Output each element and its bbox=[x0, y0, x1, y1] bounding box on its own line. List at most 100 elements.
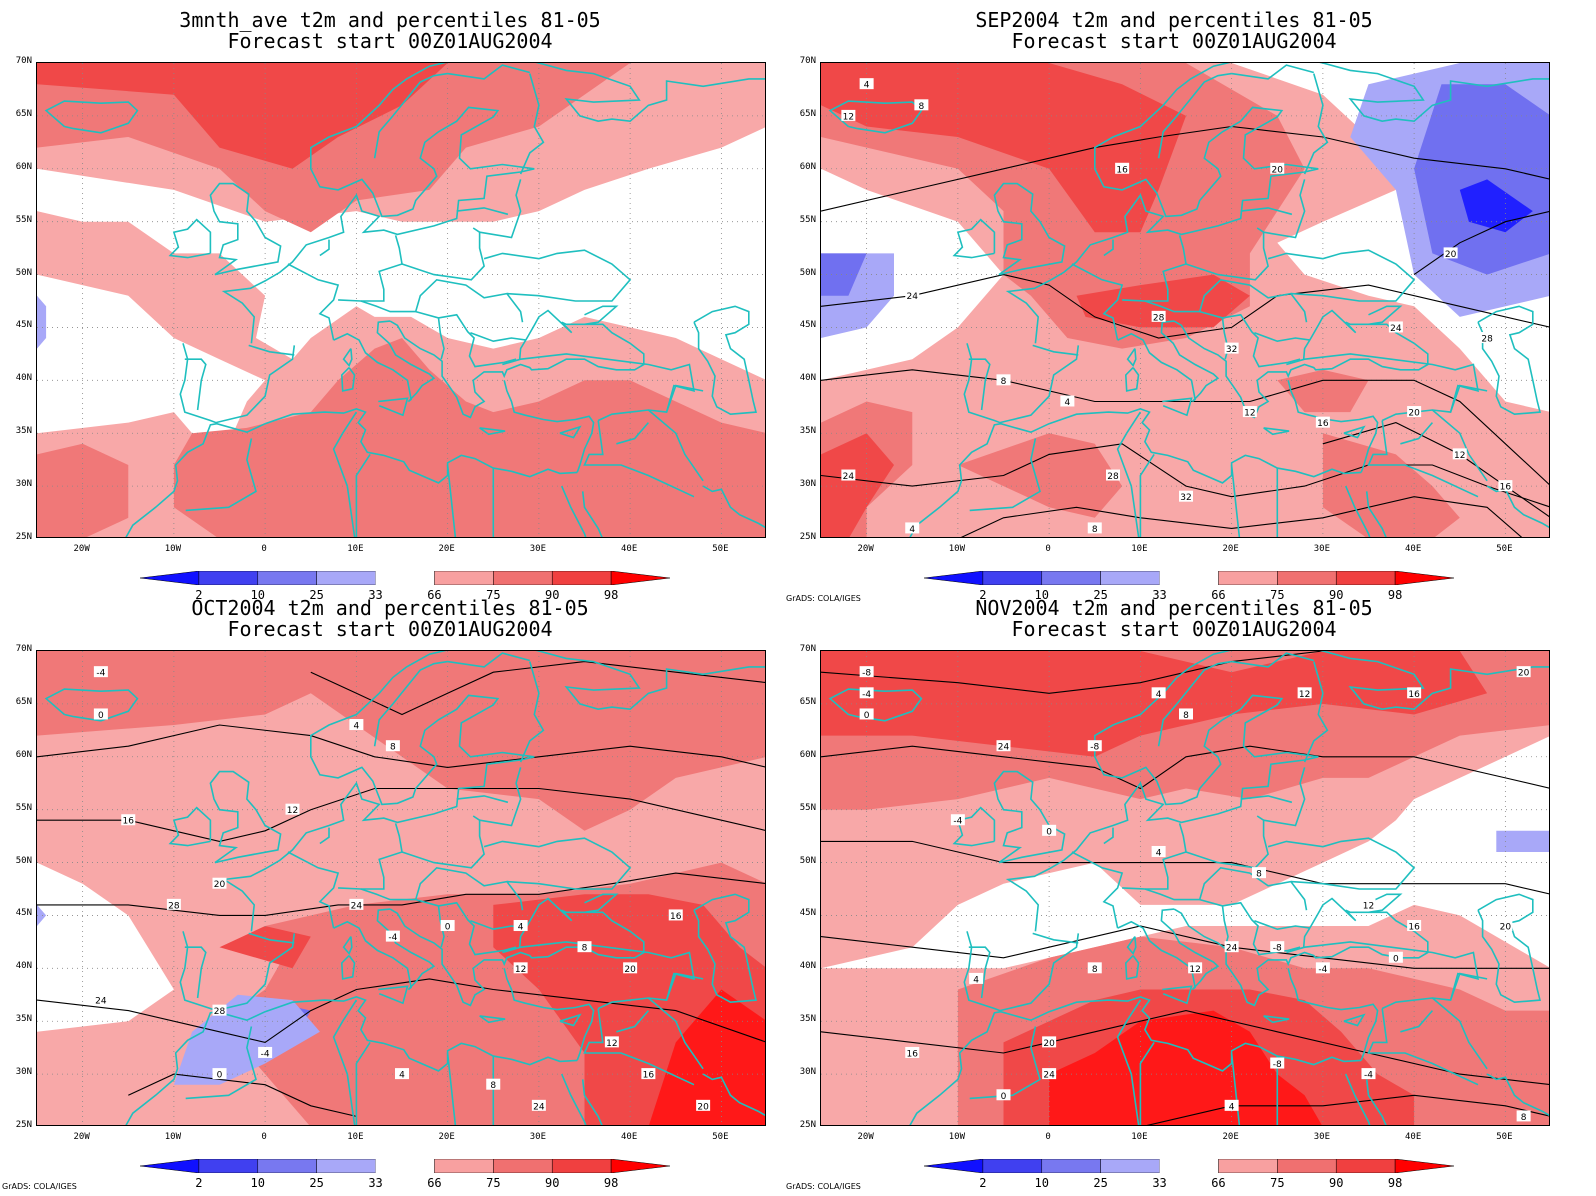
contour-label: 16 bbox=[123, 817, 135, 827]
latitude-label: 40N bbox=[15, 373, 32, 384]
colorbar-swatch bbox=[610, 570, 671, 586]
coastline bbox=[1400, 1010, 1434, 1033]
colorbar-swatch bbox=[610, 1158, 671, 1174]
contour-label: 8 bbox=[919, 102, 925, 112]
coastline bbox=[479, 767, 522, 827]
temperature-contour bbox=[1413, 211, 1549, 276]
temperature-contour bbox=[37, 872, 765, 916]
coastline bbox=[184, 946, 207, 999]
latitude-label: 25N bbox=[799, 1120, 816, 1130]
longitude-label: 20E bbox=[1222, 544, 1239, 554]
longitude-label: 50E bbox=[1496, 1132, 1513, 1142]
coastline bbox=[389, 309, 645, 419]
percentile-shading bbox=[1414, 84, 1549, 275]
coastline bbox=[1303, 661, 1329, 763]
contour-label: 4 bbox=[354, 722, 360, 732]
coastline bbox=[209, 182, 282, 276]
latitude-label: 40N bbox=[15, 961, 32, 972]
coastline bbox=[1122, 823, 1187, 890]
colorbar-swatch bbox=[198, 570, 259, 586]
coastline bbox=[583, 420, 695, 498]
colorbar-swatch bbox=[982, 570, 1043, 586]
coastline bbox=[319, 239, 330, 257]
colorbar-label: 98 bbox=[603, 1176, 619, 1190]
coastline bbox=[1005, 651, 1549, 932]
colorbar-label: 75 bbox=[486, 1176, 501, 1190]
contour-label: 12 bbox=[1244, 409, 1255, 419]
longitude-label: 30E bbox=[529, 544, 546, 554]
colorbar-label: 75 bbox=[1270, 588, 1285, 602]
latitude-label: 50N bbox=[799, 267, 816, 278]
contour-label: 24 bbox=[95, 997, 107, 1007]
panel-title: NOV2004 t2m and percentiles 81-05 bbox=[975, 596, 1373, 620]
contour-label: 8 bbox=[490, 1081, 496, 1091]
coastline bbox=[185, 438, 257, 512]
percentile-shading bbox=[1496, 830, 1549, 852]
coastline bbox=[1303, 73, 1329, 175]
temperature-contour bbox=[37, 978, 765, 1043]
latitude-label: 35N bbox=[15, 426, 32, 437]
longitude-label: 30E bbox=[1313, 1132, 1330, 1142]
coastline bbox=[479, 1015, 506, 1024]
colorbar-swatch bbox=[1335, 1158, 1396, 1174]
latitude-label: 70N bbox=[15, 56, 32, 66]
coastline bbox=[125, 996, 578, 1125]
contour-label: 24 bbox=[907, 292, 919, 302]
coastline bbox=[1221, 317, 1229, 360]
coastline bbox=[1103, 827, 1114, 845]
coastline bbox=[1286, 353, 1480, 422]
contour-label: 20 bbox=[1518, 669, 1530, 679]
colorbar-swatch bbox=[257, 1158, 317, 1174]
coastline bbox=[1287, 968, 1379, 1061]
colorbar-swatch bbox=[1100, 1158, 1160, 1174]
coastline bbox=[581, 1079, 603, 1125]
contour-label: 8 bbox=[1521, 1113, 1527, 1123]
coastline bbox=[1254, 919, 1311, 931]
colorbar-label: 25 bbox=[1093, 1176, 1108, 1190]
percentile-shading bbox=[821, 63, 1186, 233]
coastline bbox=[355, 1041, 371, 1125]
temperature-contour bbox=[821, 369, 1549, 485]
coastline bbox=[560, 485, 587, 537]
temperature-contour bbox=[821, 745, 1549, 790]
coastline bbox=[968, 358, 991, 411]
colorbar-label: 66 bbox=[1211, 1176, 1226, 1190]
coastline bbox=[503, 380, 595, 473]
contour-label: 4 bbox=[973, 975, 979, 985]
contour-label: 16 bbox=[1317, 419, 1329, 429]
coastline bbox=[415, 898, 517, 956]
latitude-label: 60N bbox=[15, 161, 32, 172]
contour-label: -4 bbox=[261, 1049, 270, 1059]
contour-label: 32 bbox=[1180, 493, 1191, 503]
contour-label: 8 bbox=[582, 944, 588, 954]
coastline bbox=[1254, 331, 1311, 343]
latitude-label: 30N bbox=[15, 479, 32, 490]
latitude-label: 35N bbox=[799, 1014, 816, 1025]
coastline bbox=[1185, 227, 1269, 281]
coastline bbox=[559, 425, 582, 439]
colorbar bbox=[139, 1158, 671, 1174]
colorbar-swatch bbox=[257, 570, 317, 586]
coastline bbox=[456, 207, 509, 216]
coastline bbox=[581, 491, 603, 537]
latitude-label: 45N bbox=[799, 908, 816, 919]
panel-title: OCT2004 t2m and percentiles 81-05 bbox=[191, 596, 589, 620]
coastline bbox=[1343, 425, 1366, 439]
coastline bbox=[479, 179, 522, 239]
percentile-shading bbox=[649, 989, 765, 1125]
colorbar-swatch bbox=[434, 570, 494, 586]
colorbar bbox=[923, 570, 1455, 586]
coastline bbox=[560, 1073, 587, 1125]
coastline bbox=[446, 464, 457, 537]
contour-label: 8 bbox=[1256, 870, 1262, 880]
contour-label: 20 bbox=[1272, 165, 1284, 175]
coastline bbox=[248, 344, 295, 356]
latitude-label: 55N bbox=[15, 214, 32, 225]
colorbar-label: 75 bbox=[486, 588, 501, 602]
coastline bbox=[616, 422, 650, 445]
temperature-contour bbox=[128, 1073, 357, 1117]
coastline bbox=[373, 660, 448, 747]
colorbar-swatch bbox=[1277, 1158, 1337, 1174]
coastline bbox=[319, 827, 330, 845]
latitude-label: 60N bbox=[799, 161, 816, 172]
